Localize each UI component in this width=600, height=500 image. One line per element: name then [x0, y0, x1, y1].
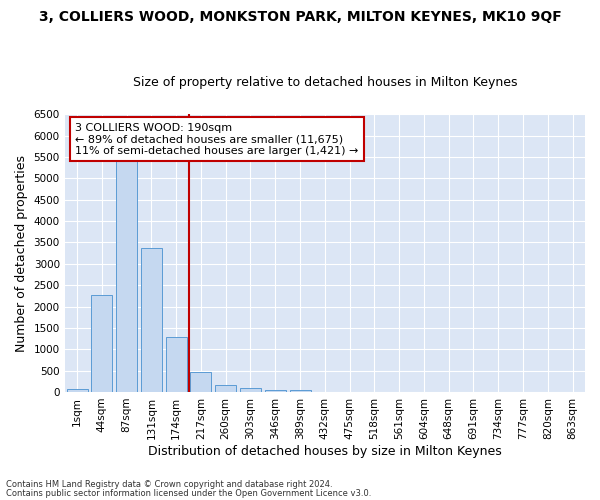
- Bar: [141, 248, 162, 392]
- Text: Contains HM Land Registry data © Crown copyright and database right 2024.: Contains HM Land Registry data © Crown c…: [6, 480, 332, 489]
- Text: 3 COLLIERS WOOD: 190sqm
← 89% of detached houses are smaller (11,675)
11% of sem: 3 COLLIERS WOOD: 190sqm ← 89% of detache…: [75, 122, 358, 156]
- Bar: [166, 337, 187, 392]
- Text: Contains public sector information licensed under the Open Government Licence v3: Contains public sector information licen…: [6, 488, 371, 498]
- Y-axis label: Number of detached properties: Number of detached properties: [15, 154, 28, 352]
- Bar: [290, 390, 311, 392]
- X-axis label: Distribution of detached houses by size in Milton Keynes: Distribution of detached houses by size …: [148, 444, 502, 458]
- Bar: [190, 372, 211, 392]
- Bar: [265, 390, 286, 392]
- Title: Size of property relative to detached houses in Milton Keynes: Size of property relative to detached ho…: [133, 76, 517, 90]
- Text: 3, COLLIERS WOOD, MONKSTON PARK, MILTON KEYNES, MK10 9QF: 3, COLLIERS WOOD, MONKSTON PARK, MILTON …: [38, 10, 562, 24]
- Bar: [215, 385, 236, 392]
- Bar: [240, 388, 261, 392]
- Bar: [67, 389, 88, 392]
- Bar: [116, 160, 137, 392]
- Bar: [91, 294, 112, 392]
